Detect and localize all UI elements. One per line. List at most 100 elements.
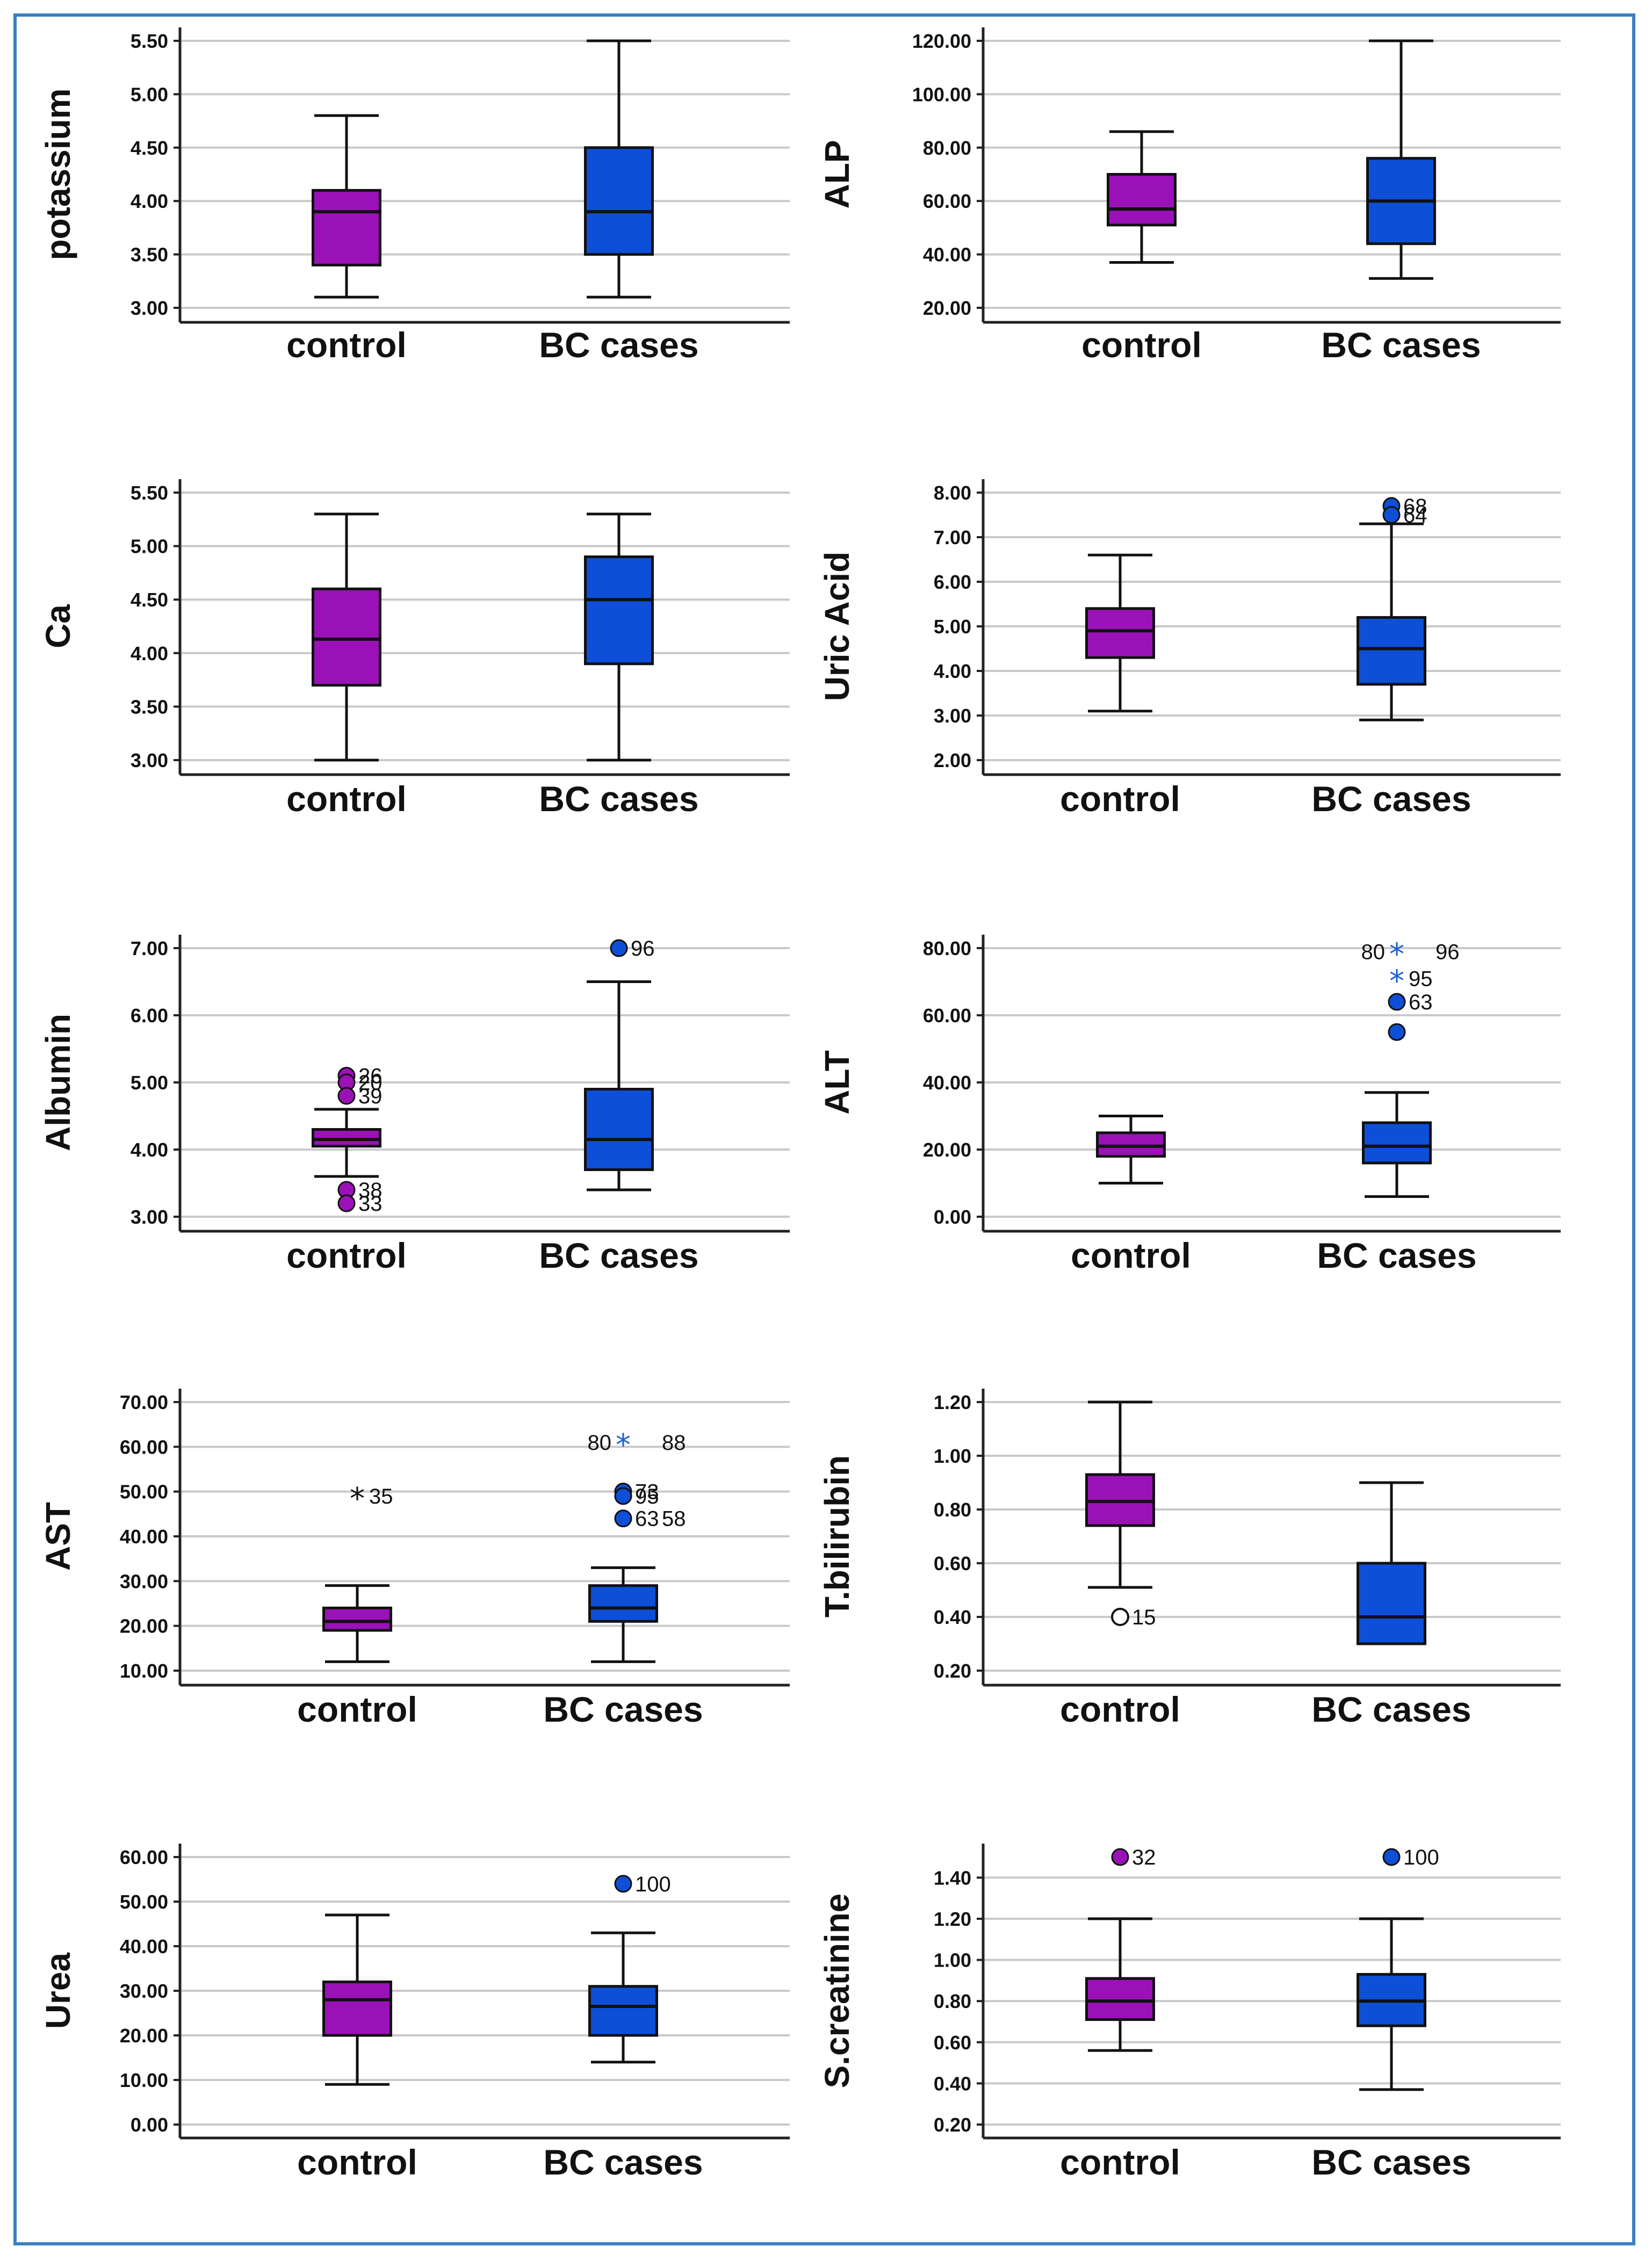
outlier-point	[1111, 1608, 1129, 1626]
y-axis-title: ALT	[818, 1050, 856, 1115]
extreme-star-marker: *	[350, 1482, 365, 1516]
chart-panel-t-bilirubin: 0.20 0.40 0.60 0.80 1.00 1.20 T.bilirubin contr…	[818, 1389, 1561, 1729]
y-tick-label: 20.00	[923, 1139, 971, 1161]
box-bc-cases	[1362, 1121, 1432, 1165]
x-category-label: BC cases	[539, 779, 698, 819]
outlier-point	[614, 1509, 632, 1528]
outlier-case-label: 95	[635, 1485, 659, 1508]
y-tick-label: 4.00	[131, 190, 168, 212]
outlier-point	[1382, 1848, 1401, 1866]
outlier-case-label: 80	[588, 1431, 612, 1455]
outlier-case-label: 38	[358, 1179, 383, 1202]
outlier-case-label: 63	[1409, 991, 1433, 1014]
box-control	[1107, 173, 1177, 227]
y-tick-label: 80.00	[923, 137, 971, 159]
y-tick-label: 0.60	[934, 2032, 971, 2054]
outlier-case-label: 15	[1132, 1606, 1156, 1629]
x-category-label: BC cases	[543, 2142, 703, 2182]
y-tick-label: 7.00	[934, 526, 971, 548]
y-axis-title: AST	[39, 1502, 77, 1571]
x-category-label: BC cases	[1321, 325, 1481, 365]
y-tick-label: 40.00	[923, 1072, 971, 1094]
y-tick-label: 40.00	[120, 1526, 168, 1548]
y-tick-label: 60.00	[923, 190, 971, 212]
y-tick-label: 30.00	[120, 1570, 168, 1592]
y-tick-label: 1.20	[934, 1391, 971, 1413]
box-control	[322, 1606, 392, 1632]
y-tick-label: 3.50	[131, 696, 168, 718]
y-tick-label: 30.00	[120, 1980, 168, 2002]
outlier-point	[1111, 1848, 1129, 1866]
y-tick-label: 4.00	[131, 642, 168, 664]
y-tick-label: 4.50	[131, 137, 168, 159]
outlier-case-label: 20	[358, 1071, 383, 1095]
box-bc-cases	[584, 555, 654, 666]
y-axis-title: ALP	[818, 140, 856, 209]
chart-panel-urea: 0.00 10.00 20.00 30.00 40.00 50.00 60.00 Urea co…	[39, 1844, 790, 2182]
chart-panel-s-creatinine: 0.20 0.40 0.60 0.80 1.00 1.20 1.40 S.creatinine…	[818, 1844, 1561, 2182]
y-tick-label: 6.00	[934, 571, 971, 593]
x-category-label: control	[1060, 779, 1180, 819]
outlier-case-label: 35	[369, 1485, 393, 1508]
y-tick-label: 0.20	[934, 1660, 971, 1682]
outlier-point	[337, 1194, 356, 1212]
y-axis-title: T.bilirubin	[818, 1455, 856, 1617]
y-tick-label: 60.00	[923, 1005, 971, 1027]
y-tick-label: 2.00	[934, 749, 971, 771]
x-category-label: control	[286, 779, 407, 819]
outlier-case-label: 73	[635, 1480, 659, 1504]
x-category-label: BC cases	[543, 1689, 703, 1729]
y-tick-label: 80.00	[923, 937, 971, 959]
outlier-case-label: 88	[662, 1431, 686, 1455]
x-category-label: control	[286, 325, 407, 365]
y-tick-label: 20.00	[120, 2025, 168, 2047]
outlier-case-label: 96	[631, 937, 655, 960]
y-tick-label: 5.50	[131, 482, 168, 504]
y-tick-label: 1.00	[934, 1949, 971, 1971]
x-category-label: control	[297, 1689, 417, 1729]
y-tick-label: 120.00	[912, 30, 971, 52]
chart-panel-potassium: 3.00 3.50 4.00 4.50 5.00 5.50 potassium control…	[39, 27, 790, 365]
outlier-case-label: 100	[635, 1873, 671, 1896]
outlier-case-label: 26	[358, 1065, 383, 1088]
box-control	[1085, 607, 1155, 659]
y-tick-label: 0.60	[934, 1552, 971, 1574]
y-tick-label: 70.00	[120, 1391, 168, 1413]
outlier-case-label: 68	[1403, 495, 1427, 518]
x-category-label: control	[1081, 325, 1202, 365]
y-tick-label: 3.50	[131, 244, 168, 266]
y-tick-label: 4.00	[131, 1139, 168, 1161]
y-tick-label: 3.00	[131, 1206, 168, 1228]
y-tick-label: 6.00	[131, 1005, 168, 1027]
y-tick-label: 10.00	[120, 2069, 168, 2091]
outlier-point	[614, 1875, 632, 1893]
y-tick-label: 5.50	[131, 30, 168, 52]
y-tick-label: 40.00	[120, 1935, 168, 1957]
y-axis-title: Albumin	[39, 1014, 77, 1151]
y-tick-label: 0.00	[934, 1206, 971, 1228]
y-tick-label: 50.00	[120, 1891, 168, 1913]
box-control	[1096, 1131, 1166, 1158]
extreme-star-marker: *	[616, 1428, 631, 1463]
outlier-case-label: 96	[1435, 940, 1460, 964]
outlier-case-label: 63	[635, 1507, 659, 1531]
outlier-point	[1388, 993, 1406, 1011]
y-axis-title: Ca	[39, 604, 77, 648]
figure-frame	[13, 13, 1635, 2245]
y-tick-label: 0.20	[934, 2114, 971, 2136]
outlier-point	[614, 1487, 632, 1505]
box-control	[312, 587, 381, 687]
y-tick-label: 5.00	[934, 616, 971, 638]
y-axis-title: S.creatinine	[818, 1894, 856, 2089]
y-tick-label: 0.80	[934, 1990, 971, 2012]
y-tick-label: 3.00	[131, 749, 168, 771]
outlier-case-label: 39	[358, 1085, 383, 1108]
y-axis-title: Uric Acid	[818, 552, 856, 702]
y-axis-title: Urea	[39, 1952, 77, 2029]
x-category-label: BC cases	[1311, 1689, 1471, 1729]
box-bc-cases	[588, 1985, 658, 2037]
x-category-label: BC cases	[1311, 779, 1471, 819]
y-tick-label: 0.80	[934, 1499, 971, 1521]
y-axis-title: potassium	[39, 88, 77, 260]
box-bc-cases	[588, 1584, 658, 1623]
